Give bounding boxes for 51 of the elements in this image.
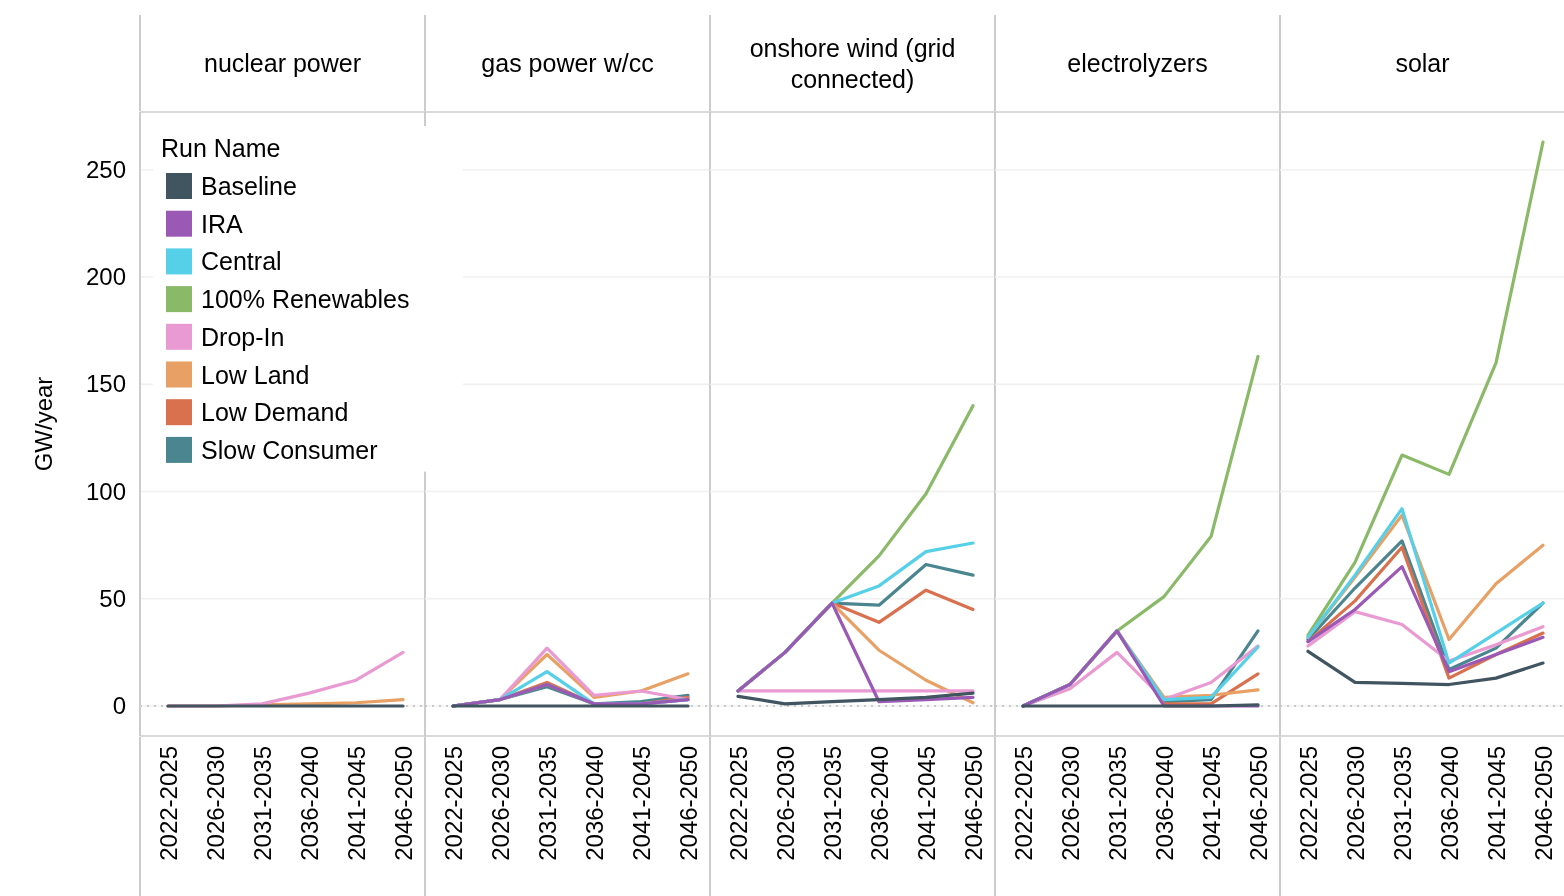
y-tick-label: 200	[85, 263, 126, 291]
x-tick-label: 2022-2025	[440, 746, 467, 861]
x-tick-label: 2026-2030	[1057, 746, 1084, 861]
legend-label: Slow Consumer	[201, 435, 378, 464]
legend-label: Low Demand	[201, 398, 349, 427]
legend-title: Run Name	[161, 134, 281, 162]
x-tick-label: 2022-2025	[155, 746, 182, 861]
y-tick-label: 100	[85, 477, 126, 505]
x-tick-label: 2022-2025	[1010, 746, 1037, 861]
chart-title: gas power w/cc	[481, 48, 654, 77]
x-tick-label: 2036-2040	[1151, 746, 1178, 861]
x-tick-label: 2046-2050	[390, 746, 417, 861]
x-tick-label: 2036-2040	[866, 746, 893, 861]
x-tick-label: 2046-2050	[960, 746, 987, 861]
legend-label: Low Land	[201, 360, 310, 389]
x-tick-label: 2041-2045	[628, 746, 655, 861]
legend-label: IRA	[201, 209, 243, 238]
legend-label: Central	[201, 247, 282, 276]
chart-title: nuclear power	[203, 48, 362, 77]
legend-label: 100% Renewables	[201, 285, 410, 314]
x-tick-label: 2026-2030	[772, 746, 799, 861]
x-tick-label: 2031-2035	[1104, 746, 1131, 861]
x-tick-label: 2046-2050	[1245, 746, 1272, 861]
x-tick-label: 2041-2045	[1198, 746, 1225, 861]
x-tick-label: 2026-2030	[1342, 746, 1369, 861]
chart-title: onshore wind (grid connected)	[749, 33, 956, 93]
x-tick-label: 2031-2035	[249, 746, 276, 861]
y-tick-label: 0	[112, 691, 126, 719]
y-tick-label: 50	[99, 584, 126, 612]
x-tick-label: 2046-2050	[675, 746, 702, 861]
x-tick-label: 2026-2030	[202, 746, 229, 861]
x-tick-label: 2026-2030	[487, 746, 514, 861]
x-tick-label: 2031-2035	[534, 746, 561, 861]
x-tick-label: 2036-2040	[296, 746, 323, 861]
x-tick-label: 2031-2035	[819, 746, 846, 861]
x-tick-label: 2041-2045	[913, 746, 940, 861]
y-tick-label: 150	[85, 370, 126, 398]
legend-label: Baseline	[201, 172, 297, 200]
x-tick-label: 2022-2025	[725, 746, 752, 861]
x-tick-label: 2041-2045	[343, 746, 370, 861]
x-tick-label: 2041-2045	[1483, 746, 1510, 861]
legend-label: Drop-In	[201, 322, 285, 351]
y-axis-title: GW/year	[30, 376, 57, 472]
x-tick-label: 2036-2040	[1436, 746, 1463, 861]
x-tick-label: 2031-2035	[1389, 746, 1416, 861]
x-tick-label: 2022-2025	[1295, 746, 1322, 861]
y-tick-label: 250	[85, 155, 126, 183]
chart-title: electrolyzers	[1067, 48, 1208, 77]
x-tick-label: 2046-2050	[1530, 746, 1557, 861]
x-tick-label: 2036-2040	[581, 746, 608, 861]
chart-title: solar	[1395, 48, 1450, 77]
